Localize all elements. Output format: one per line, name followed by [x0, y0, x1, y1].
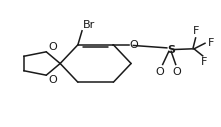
Text: F: F [192, 26, 199, 36]
Text: O: O [156, 67, 164, 77]
Text: O: O [48, 75, 57, 85]
Text: O: O [48, 42, 57, 52]
Text: O: O [172, 67, 181, 77]
Text: F: F [208, 38, 214, 48]
Text: F: F [200, 58, 207, 67]
Text: O: O [129, 40, 138, 50]
Text: Br: Br [83, 20, 95, 30]
Text: S: S [167, 45, 175, 54]
